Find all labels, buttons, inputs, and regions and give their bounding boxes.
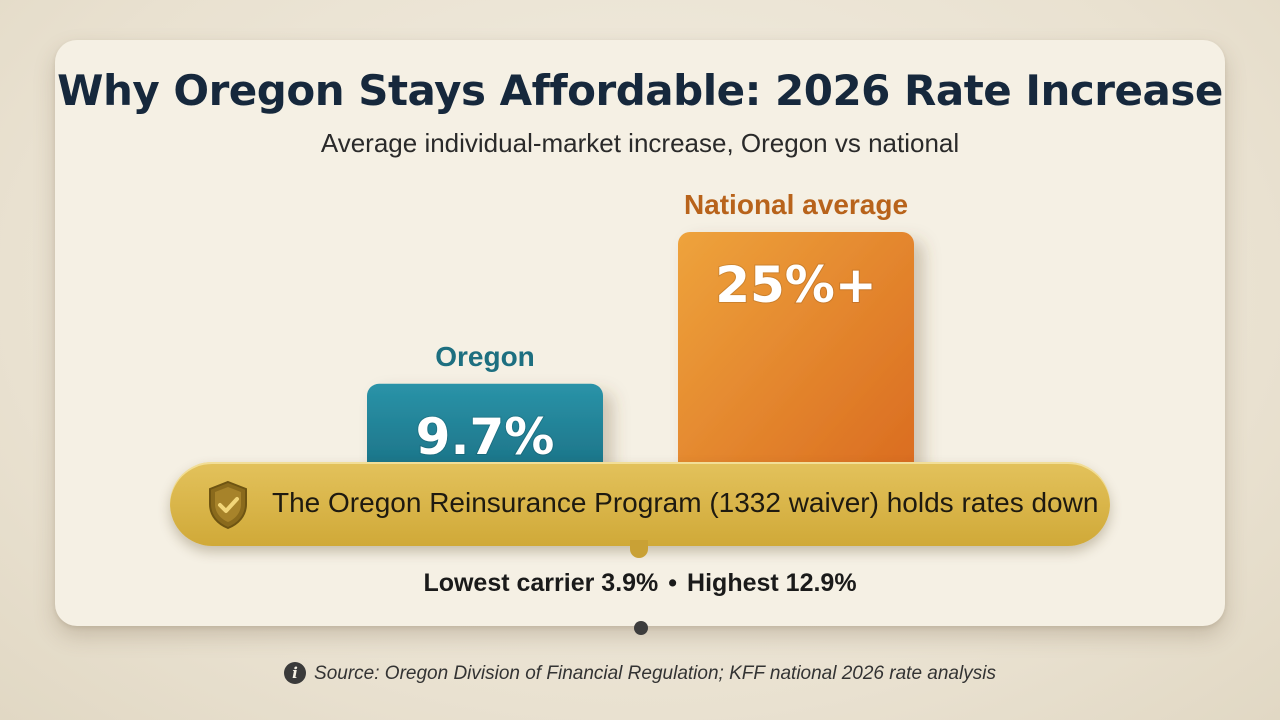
info-icon: i	[284, 662, 307, 684]
category-label-0: Oregon	[435, 341, 535, 372]
source-text: Source: Oregon Division of Financial Reg…	[314, 663, 996, 684]
data-label-1: 25%+	[715, 256, 877, 314]
lowest-carrier: Lowest carrier 3.9%	[423, 569, 659, 597]
category-label-1: National average	[684, 189, 908, 220]
reinsurance-callout	[170, 462, 1110, 546]
highest-carrier: Highest 12.9%	[687, 569, 857, 597]
bar-national-average	[678, 232, 914, 500]
carrier-range: Lowest carrier 3.9% • Highest 12.9%	[0, 569, 1280, 598]
source-note: i Source: Oregon Division of Financial Re…	[0, 662, 1280, 685]
callout-text: The Oregon Reinsurance Program (1332 wai…	[272, 487, 1099, 518]
chart-subtitle: Average individual-market increase, Oreg…	[320, 128, 960, 158]
data-label-0: 9.7%	[416, 408, 555, 466]
callout-pointer	[630, 540, 648, 558]
range-separator: •	[668, 569, 678, 597]
chart-title: Why Oregon Stays Affordable: 2026 Rate I…	[57, 66, 1223, 115]
shield-check-icon	[209, 480, 247, 530]
timeline-dot	[634, 621, 648, 635]
